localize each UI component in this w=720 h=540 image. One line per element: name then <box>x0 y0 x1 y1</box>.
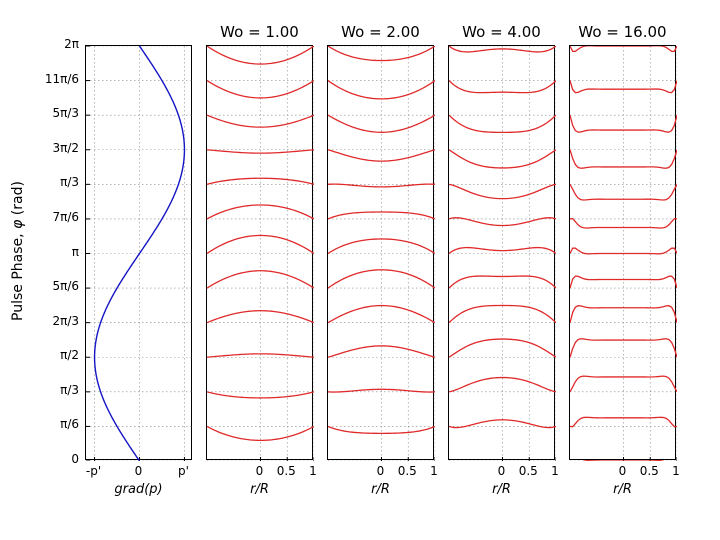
xtick-label: 0.5 <box>516 464 540 478</box>
ytick-label: 3π/2 <box>52 141 79 155</box>
panel-svg <box>328 46 435 461</box>
velocity-curve <box>328 184 435 187</box>
velocity-curve <box>207 354 314 357</box>
ytick-label: 0 <box>71 452 79 466</box>
ytick-label: π/2 <box>60 348 79 362</box>
ytick-label: π/3 <box>60 175 79 189</box>
panel-title: Wo = 16.00 <box>569 23 676 41</box>
panel <box>327 45 434 460</box>
xaxis-label: r/R <box>448 482 555 497</box>
ytick-label: 7π/6 <box>52 210 79 224</box>
ytick-label: 5π/6 <box>52 279 79 293</box>
xaxis-label: r/R <box>327 482 434 497</box>
velocity-curve <box>449 248 556 254</box>
xtick-label: 0.5 <box>637 464 661 478</box>
panel-svg <box>570 46 677 461</box>
xtick-label: 0 <box>127 464 151 478</box>
xaxis-label: grad(p) <box>85 482 192 497</box>
xtick-label: 1 <box>301 464 325 478</box>
panel-title: Wo = 1.00 <box>206 23 313 41</box>
ytick-label: 2π/3 <box>52 314 79 328</box>
xtick-label: 1 <box>664 464 688 478</box>
ytick-label: π/3 <box>60 383 79 397</box>
xtick-label: 1 <box>543 464 567 478</box>
velocity-curve <box>449 378 556 392</box>
velocity-curve <box>328 115 435 132</box>
panel-title: Wo = 2.00 <box>327 23 434 41</box>
panel <box>85 45 192 460</box>
panel <box>206 45 313 460</box>
xaxis-label: r/R <box>569 482 676 497</box>
velocity-curve <box>328 346 435 357</box>
xtick-label: -p' <box>82 464 106 478</box>
yaxis-label: Pulse Phase, φ (rad) <box>10 151 26 351</box>
panel-svg <box>207 46 314 461</box>
velocity-curve <box>207 115 314 127</box>
xtick-label: 0.5 <box>274 464 298 478</box>
xtick-label: p' <box>171 464 195 478</box>
ytick-label: π/6 <box>60 417 79 431</box>
xtick-label: 1 <box>422 464 446 478</box>
panel-svg <box>86 46 193 461</box>
panel <box>448 45 555 460</box>
xtick-label: 0 <box>369 464 393 478</box>
panel-svg <box>449 46 556 461</box>
ytick-label: 11π/6 <box>45 72 79 86</box>
velocity-curve <box>207 311 314 323</box>
velocity-curve <box>449 115 556 132</box>
xtick-label: 0.5 <box>395 464 419 478</box>
velocity-curve <box>570 115 677 132</box>
panel <box>569 45 676 460</box>
ytick-label: π <box>72 245 79 259</box>
panel-title: Wo = 4.00 <box>448 23 555 41</box>
xtick-label: 0 <box>611 464 635 478</box>
xtick-label: 0 <box>490 464 514 478</box>
xaxis-label: r/R <box>206 482 313 497</box>
xtick-label: 0 <box>248 464 272 478</box>
ytick-label: 2π <box>64 37 79 51</box>
ytick-label: 5π/3 <box>52 106 79 120</box>
